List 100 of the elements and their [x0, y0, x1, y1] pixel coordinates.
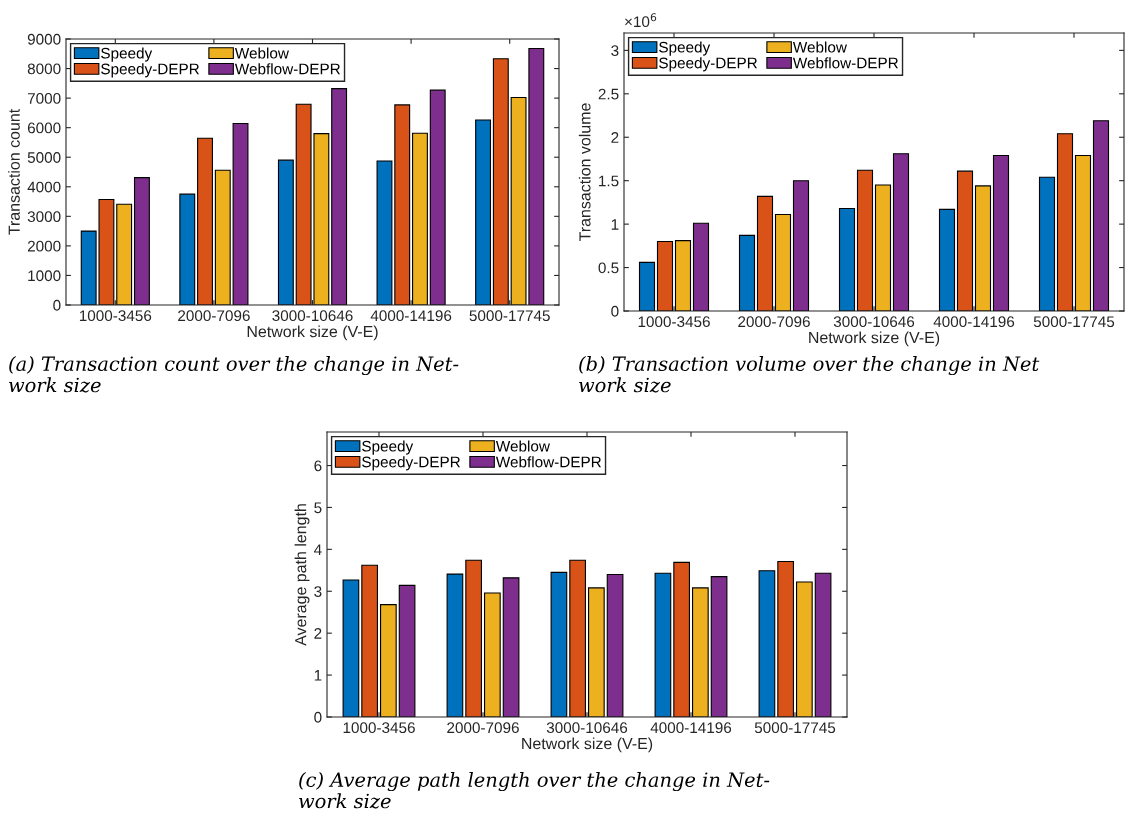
- y-tick-label: 4000: [27, 181, 61, 193]
- y-tick-label: 0.5: [598, 262, 619, 274]
- x-tick-label: 5000-17745: [1033, 316, 1115, 328]
- bar: [380, 604, 397, 717]
- bar: [502, 577, 520, 717]
- y-tick-label: 5000: [27, 152, 61, 163]
- bar: [710, 576, 728, 717]
- bar: [484, 592, 501, 717]
- legend-label: Speedy: [659, 41, 711, 56]
- y-tick-label: 0: [611, 305, 619, 317]
- y-axis-title: Transaction volume: [578, 103, 591, 242]
- legend-label: Weblow: [234, 47, 289, 59]
- bar: [550, 571, 568, 717]
- y-tick-label: 9000: [27, 33, 61, 45]
- y-tick-label: 7000: [27, 92, 61, 104]
- x-tick-label: 3000-10646: [833, 316, 915, 328]
- bar: [1092, 120, 1110, 311]
- bar: [569, 559, 586, 717]
- bar: [638, 261, 656, 311]
- y-tick-label: 5: [314, 502, 322, 514]
- bar: [814, 572, 832, 717]
- y-tick-label: 1000: [28, 270, 61, 282]
- bar: [838, 207, 856, 311]
- bar: [692, 587, 709, 717]
- bar: [1056, 133, 1074, 311]
- y-tick-label: 3000: [27, 211, 61, 223]
- bar: [796, 581, 813, 717]
- bar: [777, 560, 794, 717]
- y-tick-label: 0: [314, 711, 322, 723]
- x-tick-label: 2000-7096: [738, 316, 810, 328]
- bar: [133, 177, 150, 305]
- bar: [892, 153, 910, 311]
- legend-label: Webflow-DEPR: [234, 63, 340, 75]
- legend-label: Speedy-DEPR: [101, 63, 200, 78]
- y-tick-label: 2000: [27, 240, 61, 252]
- bar: [758, 570, 776, 717]
- bar: [654, 572, 672, 717]
- bar: [588, 587, 605, 717]
- y-tick-label: 3: [611, 45, 619, 57]
- y-tick-label: 4: [313, 544, 322, 555]
- x-tick-label: 5000-17745: [754, 722, 836, 734]
- bar: [974, 185, 992, 311]
- legend-label: Webflow-DEPR: [495, 456, 601, 468]
- x-axis-title: Network size (V-E): [247, 325, 378, 341]
- bar: [674, 240, 692, 311]
- y-tick-label: 1.5: [599, 175, 619, 187]
- bar: [956, 170, 974, 311]
- y-tick-label: 3: [314, 586, 322, 597]
- bar: [656, 240, 674, 311]
- bar: [277, 159, 294, 305]
- x-tick-label: 4000-14196: [370, 310, 452, 322]
- x-tick-label: 4000-14196: [650, 722, 732, 734]
- x-tick-label: 5000-17745: [469, 310, 550, 322]
- bar: [856, 169, 874, 311]
- y-axis-title: Average path length: [294, 504, 310, 646]
- y-tick-label: 2.5: [598, 88, 619, 100]
- y-axis-title: Transaction count: [8, 108, 20, 235]
- bar: [398, 584, 416, 717]
- y-tick-label: 6000: [27, 122, 61, 134]
- y-tick-label: 2: [611, 132, 619, 143]
- x-tick-label: 3000-10646: [272, 310, 353, 322]
- bar: [1074, 154, 1092, 311]
- bar: [992, 154, 1010, 311]
- bar: [342, 579, 360, 717]
- bar: [673, 561, 690, 717]
- bar: [492, 58, 509, 305]
- bar: [792, 180, 810, 311]
- legend-label: Weblow: [495, 440, 550, 452]
- legend-label: Speedy: [101, 47, 153, 62]
- text: ×10$^{6}$: [625, 13, 657, 28]
- y-tick-label: 0: [53, 299, 61, 311]
- legend-label: Speedy: [362, 440, 414, 455]
- x-tick-label: 1000-3456: [343, 722, 415, 734]
- bar: [197, 137, 213, 305]
- bar: [429, 89, 446, 305]
- bar: [774, 214, 792, 311]
- y-tick-label: 2: [314, 628, 322, 639]
- y-tick-label: 1: [611, 219, 619, 230]
- bar: [692, 222, 710, 311]
- bar: [465, 559, 482, 717]
- y-tick-label: 8000: [27, 63, 61, 75]
- x-tick-label: 2000-7096: [178, 310, 250, 322]
- y-tick-label: 6: [314, 460, 322, 472]
- bar: [179, 193, 196, 305]
- x-axis-title: Network size (V-E): [522, 737, 653, 753]
- x-tick-label: 4000-14196: [933, 316, 1015, 328]
- y-tick-label: 1: [314, 670, 322, 681]
- text: (b) Transaction volume over the change in Net work size: [579, 356, 1040, 393]
- bar: [874, 184, 892, 311]
- bar: [606, 573, 624, 717]
- bar: [738, 234, 756, 311]
- legend-label: Webflow-DEPR: [792, 57, 898, 69]
- bar: [361, 564, 378, 717]
- x-tick-label: 2000-7096: [447, 722, 519, 734]
- text: (c) Average path length over the change in Net- work size: [299, 772, 770, 809]
- text: (a) Transaction count over the change in Net- work size: [9, 356, 459, 393]
- bar: [756, 195, 774, 311]
- bar: [1038, 176, 1056, 311]
- legend-label: Weblow: [792, 41, 847, 53]
- x-tick-label: 3000-10646: [546, 722, 628, 734]
